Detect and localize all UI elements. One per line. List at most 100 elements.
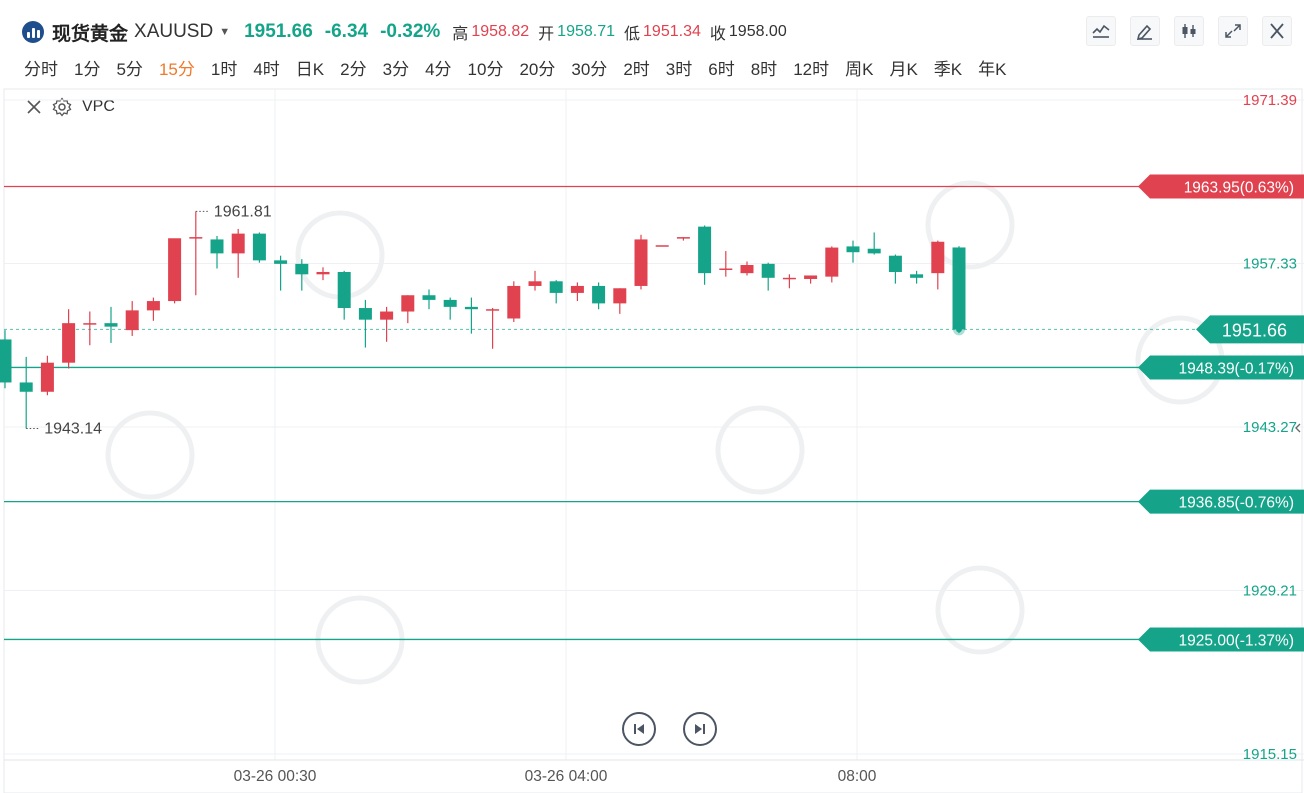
- candle-type-icon[interactable]: [1174, 16, 1204, 46]
- candle-body[interactable]: [380, 311, 394, 320]
- candle-body[interactable]: [634, 239, 648, 286]
- candle-body[interactable]: [189, 237, 203, 239]
- candle-body[interactable]: [613, 288, 627, 304]
- candle-body[interactable]: [443, 299, 457, 307]
- last-price-label: 1951.66: [1222, 320, 1287, 340]
- candle-body[interactable]: [782, 277, 796, 280]
- interval-tab[interactable]: 4时: [253, 60, 280, 79]
- candle-body[interactable]: [295, 263, 309, 275]
- candle-body[interactable]: [952, 247, 966, 330]
- x-axis-tick-label: 03-26 00:30: [234, 768, 317, 785]
- candle-body[interactable]: [719, 268, 733, 271]
- candlestick-chart[interactable]: 1963.95(0.63%) 1948.39(-0.17%) 1936.85(-0.…: [0, 88, 1304, 793]
- candle-body[interactable]: [168, 238, 182, 302]
- reference-line-tag[interactable]: [1138, 355, 1304, 380]
- candle-body[interactable]: [337, 271, 351, 309]
- candle-body[interactable]: [507, 285, 521, 319]
- symbol-name[interactable]: 现货黄金: [52, 23, 129, 45]
- remove-indicator-icon[interactable]: [26, 99, 42, 115]
- min-price-label: 1943.14: [44, 421, 102, 438]
- interval-tab[interactable]: 周K: [845, 60, 874, 79]
- indicator-settings-gear-icon[interactable]: [52, 97, 72, 117]
- candle-body[interactable]: [83, 323, 97, 325]
- candle-body[interactable]: [146, 301, 160, 311]
- collapse-axis-chevron-icon[interactable]: [1295, 423, 1301, 433]
- interval-tab[interactable]: 20分: [519, 60, 556, 79]
- interval-tab[interactable]: 3分: [382, 60, 410, 79]
- interval-tab[interactable]: 2时: [623, 60, 650, 79]
- candle-body[interactable]: [401, 295, 415, 312]
- interval-tab[interactable]: 30分: [571, 60, 608, 79]
- candle-body[interactable]: [570, 285, 584, 293]
- candle-body[interactable]: [40, 362, 54, 392]
- interval-tab[interactable]: 3时: [665, 60, 693, 79]
- reference-line-tag[interactable]: [1138, 489, 1304, 514]
- candle-body[interactable]: [592, 285, 606, 304]
- candle-body[interactable]: [358, 308, 372, 320]
- interval-tab[interactable]: 月K: [889, 60, 918, 79]
- skip-back-icon: [634, 724, 644, 734]
- candle-body[interactable]: [316, 271, 330, 275]
- watermark-logo-icon: [715, 405, 805, 495]
- interval-tab[interactable]: 1分: [74, 60, 101, 79]
- reference-line-tag[interactable]: [1138, 627, 1304, 652]
- scroll-to-start-button[interactable]: [622, 712, 656, 746]
- symbol-code[interactable]: XAUUSD: [134, 21, 214, 42]
- candle-body[interactable]: [846, 246, 860, 253]
- interval-tab[interactable]: 1时: [210, 60, 238, 79]
- close-icon[interactable]: [1262, 16, 1292, 46]
- candle-body[interactable]: [274, 260, 288, 264]
- candle-body[interactable]: [804, 275, 818, 279]
- watermark-logo-icon: [925, 180, 1015, 270]
- interval-tab[interactable]: 12时: [793, 60, 830, 79]
- interval-tab[interactable]: 2分: [340, 60, 367, 79]
- candle-body[interactable]: [422, 295, 436, 300]
- candle-body[interactable]: [62, 323, 76, 363]
- candle-body[interactable]: [825, 247, 839, 277]
- close-label: 收: [709, 26, 726, 43]
- candle-body[interactable]: [231, 233, 245, 254]
- candle-body[interactable]: [655, 245, 669, 247]
- candle-body[interactable]: [528, 281, 542, 286]
- chart-frame: [3, 88, 1303, 793]
- scroll-to-end-button[interactable]: [683, 712, 717, 746]
- candle-body[interactable]: [698, 226, 712, 274]
- interval-tab[interactable]: 15分: [158, 60, 195, 79]
- candle-body[interactable]: [104, 323, 118, 327]
- interval-tab[interactable]: 10分: [467, 60, 504, 79]
- interval-tab[interactable]: 4分: [425, 60, 452, 79]
- interval-tab[interactable]: 季K: [933, 60, 963, 79]
- candle-body[interactable]: [676, 237, 690, 239]
- interval-tab[interactable]: 分时: [24, 60, 58, 79]
- candle-body[interactable]: [888, 255, 902, 272]
- candle-body[interactable]: [19, 382, 33, 392]
- chart-toolbar: [1086, 16, 1292, 46]
- candle-body[interactable]: [252, 233, 266, 261]
- line-type-icon[interactable]: [1086, 16, 1116, 46]
- candle-body[interactable]: [486, 309, 500, 311]
- interval-tab[interactable]: 年K: [978, 60, 1007, 79]
- interval-tab[interactable]: 5分: [116, 60, 143, 79]
- fullscreen-icon[interactable]: [1218, 16, 1248, 46]
- candle-body[interactable]: [125, 310, 139, 331]
- candle-body[interactable]: [761, 263, 775, 278]
- interval-tab[interactable]: 日K: [295, 60, 325, 79]
- draw-pen-icon[interactable]: [1130, 16, 1160, 46]
- candle-body[interactable]: [740, 265, 754, 274]
- candle-body[interactable]: [867, 248, 881, 254]
- candle-body[interactable]: [931, 241, 945, 274]
- candle-body[interactable]: [910, 274, 924, 278]
- interval-tab[interactable]: 8时: [750, 60, 778, 79]
- candle-body[interactable]: [0, 339, 12, 383]
- last-price-dot: [956, 326, 962, 333]
- reference-line-tag[interactable]: [1138, 174, 1304, 199]
- symbol-dropdown-icon[interactable]: ▼: [219, 26, 231, 38]
- x-axis-tick-label: 03-26 04:00: [525, 768, 608, 785]
- candle-body[interactable]: [210, 239, 224, 254]
- interval-tab[interactable]: 6时: [708, 60, 735, 79]
- candle-body[interactable]: [464, 306, 478, 310]
- reference-line-label: 1925.00(-1.37%): [1179, 632, 1294, 649]
- candle-body[interactable]: [549, 281, 563, 293]
- interval-tabs: 分时 1分 5分 15分 1时 4时 日K 2分 3分 4分 10分 20分 30分 2时 3时 6时 8时 12…: [16, 57, 1014, 83]
